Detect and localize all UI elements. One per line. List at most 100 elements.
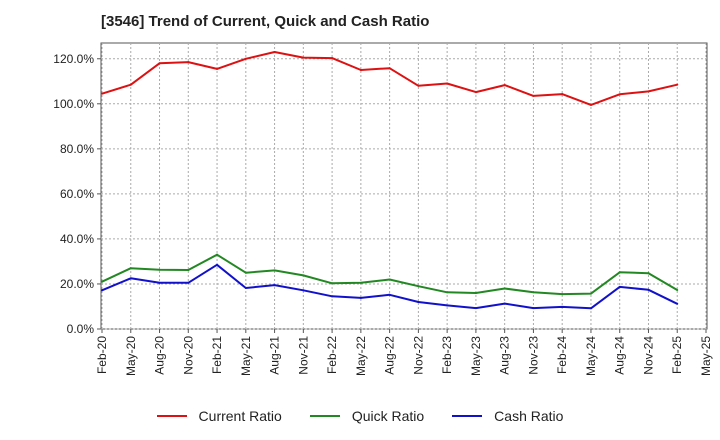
data-point-cash-ratio [503, 302, 506, 305]
data-point-quick-ratio [676, 289, 679, 292]
data-point-cash-ratio [618, 285, 621, 288]
x-tick-label: May-20 [124, 336, 138, 376]
x-tick-label: Aug-20 [153, 336, 167, 375]
data-point-current-ratio [187, 61, 190, 64]
data-point-cash-ratio [388, 293, 391, 296]
data-point-quick-ratio [302, 274, 305, 277]
data-point-cash-ratio [417, 300, 420, 303]
data-point-current-ratio [561, 93, 564, 96]
data-point-current-ratio [331, 57, 334, 60]
data-point-quick-ratio [331, 282, 334, 285]
data-point-cash-ratio [532, 307, 535, 310]
data-point-quick-ratio [101, 280, 103, 283]
legend-entry-cash-ratio: Cash Ratio [452, 408, 563, 424]
data-point-current-ratio [129, 83, 132, 86]
data-point-current-ratio [474, 91, 477, 94]
x-tick-label: May-21 [239, 336, 253, 376]
x-tick-label: May-24 [584, 336, 598, 376]
legend-entry-quick-ratio: Quick Ratio [309, 408, 425, 424]
data-point-current-ratio [676, 83, 679, 86]
y-tick-label: 20.0% [60, 277, 94, 291]
data-point-quick-ratio [359, 281, 362, 284]
plot-area [100, 42, 708, 330]
data-point-quick-ratio [158, 268, 161, 271]
data-point-cash-ratio [101, 289, 103, 292]
data-point-current-ratio [388, 67, 391, 70]
data-point-current-ratio [446, 82, 449, 85]
x-tick-label: May-22 [354, 336, 368, 376]
data-point-current-ratio [158, 62, 161, 65]
data-point-cash-ratio [129, 277, 132, 280]
data-point-cash-ratio [331, 295, 334, 298]
data-point-quick-ratio [187, 268, 190, 271]
x-tick-label: Feb-22 [325, 336, 339, 374]
data-point-cash-ratio [359, 296, 362, 299]
legend-label-quick-ratio: Quick Ratio [351, 408, 425, 424]
data-point-quick-ratio [503, 287, 506, 290]
data-point-current-ratio [647, 90, 650, 93]
x-tick-label: Aug-22 [383, 336, 397, 375]
data-point-quick-ratio [446, 291, 449, 294]
x-tick-label: Nov-24 [641, 336, 655, 375]
data-point-cash-ratio [158, 281, 161, 284]
data-point-cash-ratio [676, 302, 679, 305]
legend-swatch-cash-ratio [452, 415, 483, 417]
data-point-cash-ratio [647, 288, 650, 291]
data-point-current-ratio [532, 94, 535, 97]
data-point-cash-ratio [589, 307, 592, 310]
data-point-cash-ratio [244, 287, 247, 290]
y-tick-label: 40.0% [60, 232, 94, 246]
x-tick-label: Feb-23 [440, 336, 454, 374]
series-lines [101, 51, 679, 310]
data-point-quick-ratio [129, 267, 132, 270]
data-point-quick-ratio [474, 291, 477, 294]
chart-title: [3546] Trend of Current, Quick and Cash … [101, 13, 430, 30]
data-point-cash-ratio [561, 305, 564, 308]
data-point-quick-ratio [647, 272, 650, 275]
data-point-quick-ratio [532, 291, 535, 294]
x-tick-label: May-25 [699, 336, 713, 376]
data-point-current-ratio [302, 56, 305, 59]
data-point-current-ratio [101, 92, 103, 95]
data-point-cash-ratio [273, 284, 276, 287]
legend-label-current-ratio: Current Ratio [198, 408, 282, 424]
data-point-quick-ratio [618, 271, 621, 274]
data-point-quick-ratio [273, 269, 276, 272]
x-tick-label: Aug-21 [268, 336, 282, 375]
y-tick-label: 120.0% [53, 52, 94, 66]
x-tick-label: Feb-21 [210, 336, 224, 374]
data-point-cash-ratio [302, 289, 305, 292]
data-point-current-ratio [244, 57, 247, 60]
data-point-quick-ratio [561, 293, 564, 296]
data-point-quick-ratio [388, 278, 391, 281]
data-point-cash-ratio [216, 263, 219, 266]
data-point-current-ratio [359, 69, 362, 72]
axes: 0.0% 20.0% 40.0% 60.0% 80.0% 100.0% 120.0% Feb-… [53, 52, 713, 376]
data-point-cash-ratio [474, 307, 477, 310]
legend-label-cash-ratio: Cash Ratio [494, 408, 564, 424]
x-tick-label: Feb-20 [95, 336, 109, 374]
legend-swatch-current-ratio [156, 415, 187, 417]
grid-lines [101, 43, 707, 330]
data-point-quick-ratio [589, 292, 592, 295]
data-point-current-ratio [216, 67, 219, 70]
y-tick-label: 0.0% [67, 322, 95, 336]
data-point-current-ratio [503, 84, 506, 87]
x-tick-label: May-23 [469, 336, 483, 376]
x-tick-label: Aug-24 [613, 336, 627, 375]
data-point-current-ratio [589, 103, 592, 106]
x-tick-label: Nov-21 [296, 336, 310, 375]
x-tick-label: Aug-23 [498, 336, 512, 375]
data-point-cash-ratio [446, 304, 449, 307]
legend-swatch-quick-ratio [309, 415, 340, 417]
legend-entry-current-ratio: Current Ratio [156, 408, 282, 424]
data-point-current-ratio [417, 84, 420, 87]
data-point-current-ratio [618, 93, 621, 96]
data-point-cash-ratio [187, 281, 190, 284]
y-tick-label: 100.0% [53, 97, 94, 111]
data-point-quick-ratio [417, 285, 420, 288]
x-tick-label: Feb-24 [555, 336, 569, 374]
y-tick-label: 60.0% [60, 187, 94, 201]
x-tick-label: Nov-20 [181, 336, 195, 375]
